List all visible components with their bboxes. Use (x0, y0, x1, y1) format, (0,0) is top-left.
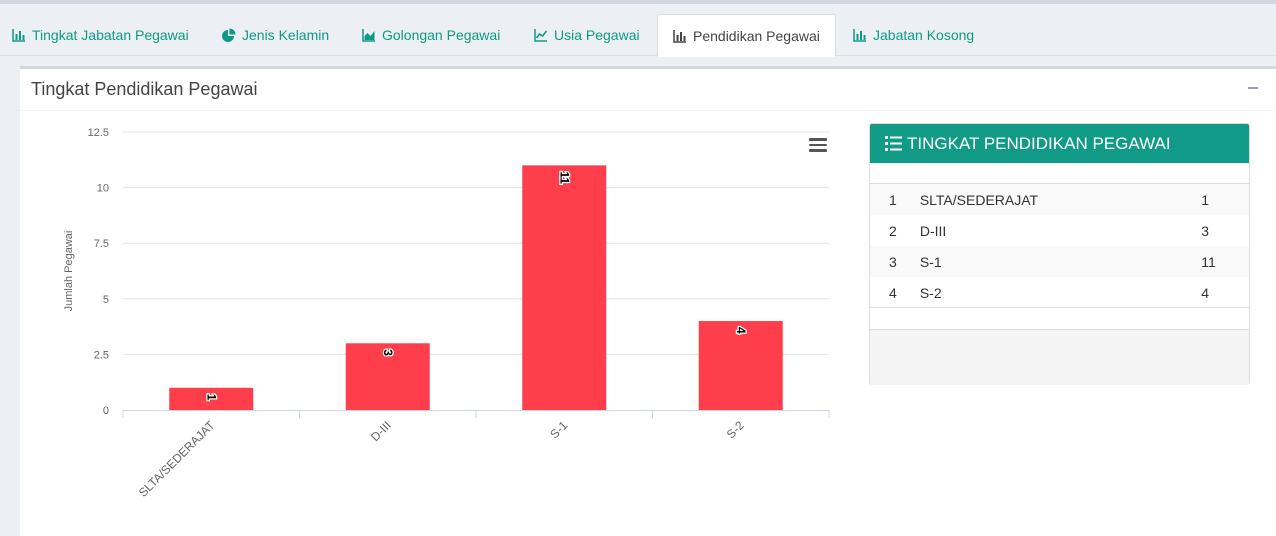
bar (698, 321, 783, 410)
bar (345, 343, 430, 410)
tab-label: Jabatan Kosong (873, 27, 975, 43)
list-icon (885, 136, 902, 151)
tab-usia-pegawai[interactable]: Usia Pegawai (534, 14, 640, 56)
bar-chart-icon (12, 29, 25, 42)
tab-label: Jenis Kelamin (242, 27, 330, 43)
row-count: 3 (1201, 222, 1210, 239)
panel-header: TINGKAT PENDIDIKAN PEGAWAI (870, 124, 1249, 163)
tab-tingkat-jabatan-pegawai[interactable]: Tingkat Jabatan Pegawai (12, 14, 189, 56)
bar-chart-icon (853, 29, 866, 42)
x-tick-label: D-III (368, 418, 394, 444)
data-label: 3 (381, 349, 395, 356)
y-tick-label: 10 (97, 183, 109, 195)
row-number: 2 (889, 222, 897, 239)
line-chart-icon (534, 29, 548, 42)
data-label: 11 (557, 171, 571, 184)
bar (169, 387, 254, 410)
row-name: S-2 (919, 284, 942, 301)
tab-bar: Tingkat Jabatan Pegawai Jenis Kelamin Go… (0, 4, 1276, 57)
data-label: 4 (734, 327, 748, 334)
row-count: 4 (1201, 284, 1210, 301)
x-tick-label: SLTA/SEDERAJAT (136, 418, 218, 500)
table-row: 1 SLTA/SEDERAJAT 1 (870, 184, 1249, 215)
data-label: 1 (204, 394, 218, 401)
divider (870, 307, 1249, 308)
row-number: 4 (889, 284, 897, 301)
y-tick-label: 5 (103, 294, 109, 306)
divider (20, 110, 1276, 111)
bar (522, 165, 607, 410)
pie-chart-icon (222, 28, 236, 42)
y-tick-label: 12.5 (88, 127, 109, 139)
top-bar (0, 0, 1276, 5)
y-tick-label: 7.5 (94, 238, 109, 250)
tab-jabatan-kosong[interactable]: Jabatan Kosong (853, 14, 974, 56)
area-chart-icon (362, 29, 375, 42)
table-row: 3 S-1 11 (870, 246, 1249, 277)
tab-label: Usia Pegawai (554, 27, 640, 43)
y-axis-label: Jumlah Pegawai (63, 231, 75, 312)
tab-label: Golongan Pegawai (382, 27, 501, 43)
summary-table: 1 SLTA/SEDERAJAT 1 2 D-III 3 3 S-1 11 4 S-2 4 (870, 183, 1249, 308)
y-tick-label: 0 (103, 405, 109, 417)
panel-footer (870, 329, 1249, 385)
row-name: S-1 (919, 253, 942, 270)
row-number: 3 (889, 253, 897, 270)
row-count: 1 (1201, 191, 1210, 208)
y-tick-label: 2.5 (94, 349, 109, 361)
chart-box: Tingkat Pendidikan Pegawai 0 2.5 5 7.5 10 12.… (20, 66, 1276, 536)
row-name: SLTA/SEDERAJAT (919, 191, 1039, 208)
tab-golongan-pegawai[interactable]: Golongan Pegawai (362, 14, 500, 56)
collapse-button[interactable] (1248, 87, 1258, 89)
row-count: 11 (1201, 253, 1216, 270)
panel-title: TINGKAT PENDIDIKAN PEGAWAI (907, 133, 1171, 153)
tab-pendidikan-pegawai[interactable]: Pendidikan Pegawai (657, 14, 836, 57)
tab-jenis-kelamin[interactable]: Jenis Kelamin (222, 14, 329, 56)
row-number: 1 (889, 191, 897, 208)
bar-chart-icon (673, 29, 686, 43)
tab-label: Tingkat Jabatan Pegawai (32, 27, 189, 43)
summary-panel: TINGKAT PENDIDIKAN PEGAWAI 1 SLTA/SEDERAJ… (869, 123, 1250, 385)
x-tick-label: S-2 (724, 418, 747, 441)
chart-menu-icon[interactable] (809, 138, 827, 152)
table-row: 2 D-III 3 (870, 215, 1249, 246)
table-row: 4 S-2 4 (870, 277, 1249, 308)
tab-label: Pendidikan Pegawai (693, 27, 820, 44)
box-title: Tingkat Pendidikan Pegawai (31, 79, 258, 99)
bar-chart: 0 2.5 5 7.5 10 12.5 Jumlah Pegawai 1 SLTA/SEDERA… (63, 127, 830, 500)
x-tick-label: S-1 (547, 418, 570, 441)
row-name: D-III (919, 222, 947, 239)
